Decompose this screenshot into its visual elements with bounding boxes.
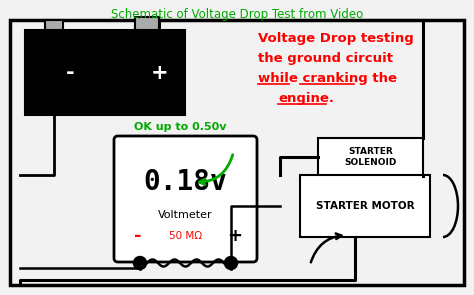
Text: 50 MΩ: 50 MΩ [169, 231, 202, 241]
Text: -: - [66, 63, 74, 83]
Text: Voltmeter: Voltmeter [158, 210, 213, 220]
Text: Voltage Drop testing: Voltage Drop testing [258, 32, 414, 45]
FancyBboxPatch shape [114, 136, 257, 262]
Text: Schematic of Voltage Drop Test from Video: Schematic of Voltage Drop Test from Vide… [111, 8, 363, 21]
Text: STARTER MOTOR: STARTER MOTOR [316, 201, 414, 211]
Text: while cranking the: while cranking the [258, 72, 397, 85]
Text: 0.18v: 0.18v [144, 168, 228, 196]
Circle shape [134, 256, 146, 270]
Bar [318, 138, 423, 176]
Circle shape [225, 256, 237, 270]
Bar [25, 30, 185, 115]
Text: +: + [228, 227, 243, 245]
Bar [10, 20, 464, 285]
Text: the ground circuit: the ground circuit [258, 52, 393, 65]
Bar [300, 175, 430, 237]
Text: -: - [134, 227, 142, 245]
Text: +: + [151, 63, 169, 83]
Bar [45, 20, 63, 30]
Text: engine.: engine. [278, 92, 334, 105]
Text: STARTER
SOLENOID: STARTER SOLENOID [344, 147, 397, 167]
Bar [135, 17, 159, 30]
Text: OK up to 0.50v: OK up to 0.50v [134, 122, 227, 132]
